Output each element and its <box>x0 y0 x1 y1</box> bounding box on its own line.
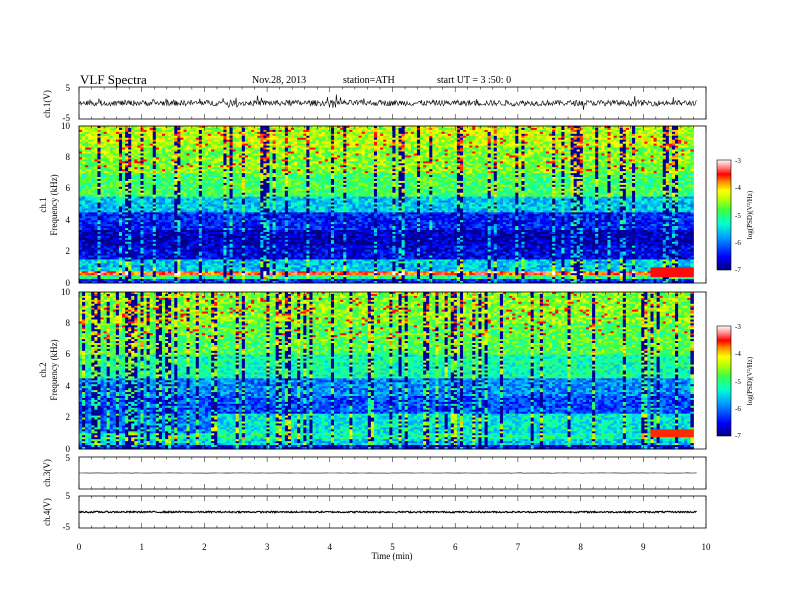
station-label: station=ATH <box>343 75 395 86</box>
ch1-ytick-top: 5 <box>66 83 71 93</box>
ch1-spectrogram-image <box>79 126 694 283</box>
figure-title: VLF Spectra <box>80 72 147 87</box>
start-time-label: start UT = 3 :50: 0 <box>437 75 511 86</box>
ch1-spectrogram-panel: 0 2 4 6 8 10 ch.1 Frequency (kHz) <box>38 121 706 288</box>
date-label: Nov.28, 2013 <box>252 75 306 86</box>
ch1-waveform-trace <box>79 94 697 110</box>
ch1-ylabel: ch.1(V) <box>42 90 52 118</box>
